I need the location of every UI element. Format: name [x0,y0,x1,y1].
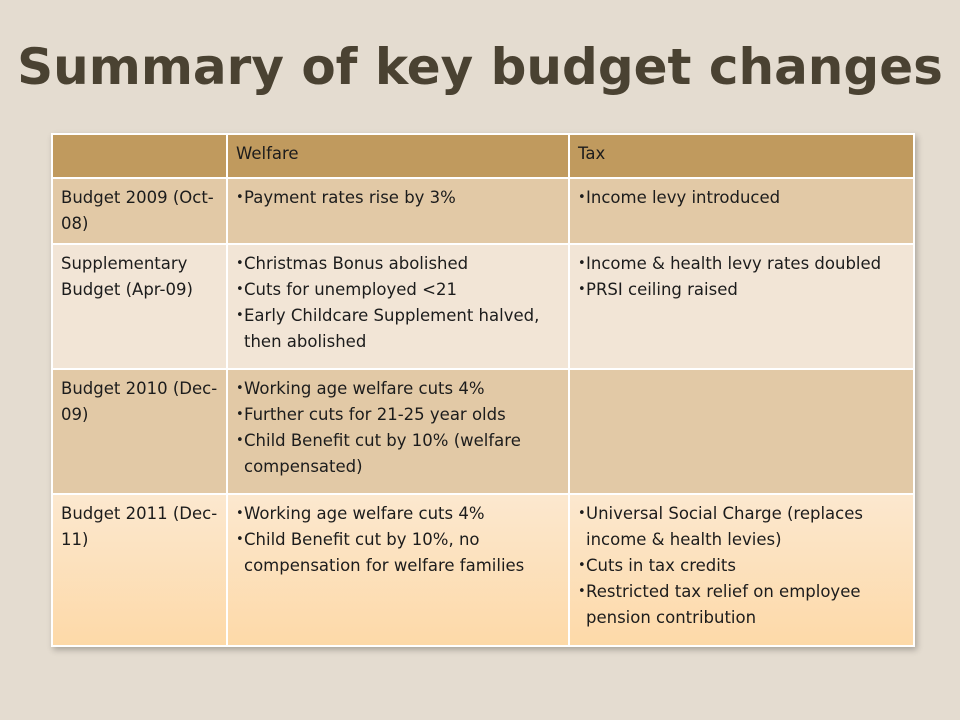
row-label: Supplementary Budget (Apr-09) [51,243,228,370]
header-tax: Tax [568,133,915,179]
list-item: Payment rates rise by 3% [236,185,560,211]
list-item: Christmas Bonus abolished [236,251,560,277]
row-label: Budget 2011 (Dec-11) [51,493,228,647]
header-empty [51,133,228,179]
list-item: Cuts in tax credits [578,553,905,579]
list-item: Child Benefit cut by 10% (welfare compen… [236,428,560,480]
list-item: Working age welfare cuts 4% [236,376,560,402]
table-header-row: Welfare Tax [51,133,915,179]
row-label: Budget 2010 (Dec-09) [51,368,228,495]
table-row: Budget 2010 (Dec-09) Working age welfare… [51,368,915,495]
welfare-cell: Payment rates rise by 3% [226,177,570,245]
table-row: Budget 2009 (Oct-08) Payment rates rise … [51,177,915,245]
tax-cell: Universal Social Charge (replaces income… [568,493,915,647]
slide-title: Summary of key budget changes [17,38,943,96]
list-item: Income levy introduced [578,185,905,211]
list-item: Child Benefit cut by 10%, no compensatio… [236,527,560,579]
list-item: Income & health levy rates doubled [578,251,905,277]
welfare-cell: Working age welfare cuts 4% Child Benefi… [226,493,570,647]
welfare-cell: Christmas Bonus abolished Cuts for unemp… [226,243,570,370]
list-item: Early Childcare Supplement halved, then … [236,303,560,355]
list-item: Further cuts for 21-25 year olds [236,402,560,428]
list-item: Universal Social Charge (replaces income… [578,501,905,553]
list-item: Restricted tax relief on employee pensio… [578,579,905,631]
header-welfare: Welfare [226,133,570,179]
tax-cell: Income levy introduced [568,177,915,245]
row-label: Budget 2009 (Oct-08) [51,177,228,245]
welfare-cell: Working age welfare cuts 4% Further cuts… [226,368,570,495]
list-item: Working age welfare cuts 4% [236,501,560,527]
list-item: PRSI ceiling raised [578,277,905,303]
table-row: Supplementary Budget (Apr-09) Christmas … [51,243,915,370]
tax-cell: Income & health levy rates doubled PRSI … [568,243,915,370]
table-row: Budget 2011 (Dec-11) Working age welfare… [51,493,915,647]
tax-cell [568,368,915,495]
budget-table: Welfare Tax Budget 2009 (Oct-08) Payment… [51,133,915,647]
list-item: Cuts for unemployed <21 [236,277,560,303]
